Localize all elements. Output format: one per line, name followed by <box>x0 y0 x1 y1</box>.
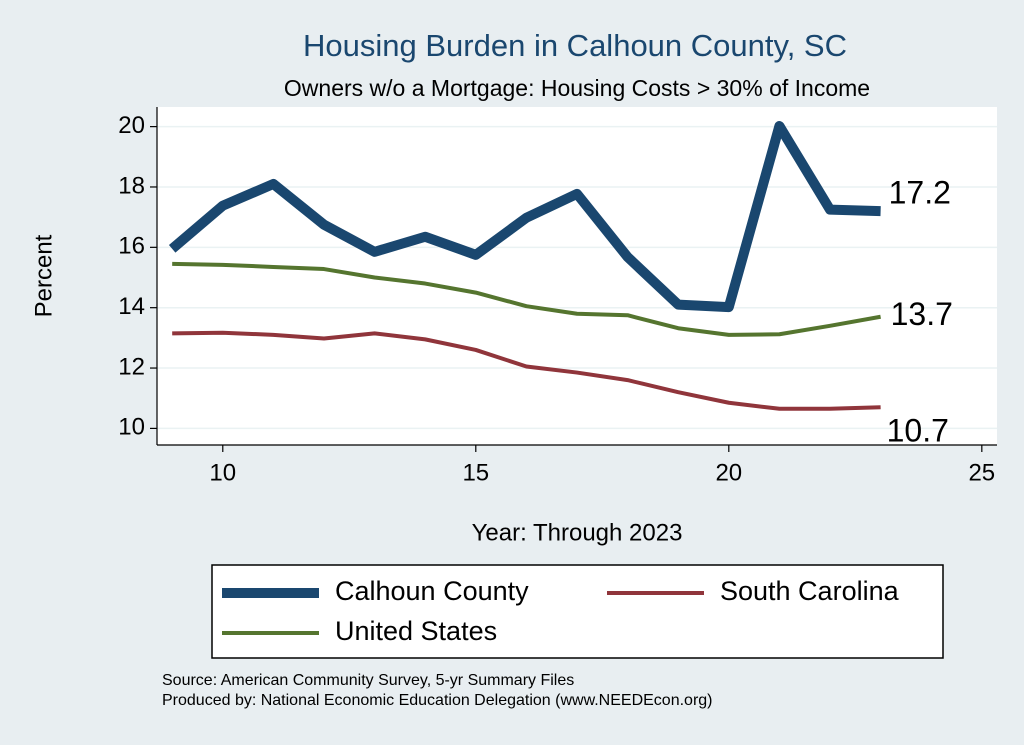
series-line <box>172 261 881 337</box>
chart-title: Housing Burden in Calhoun County, SC <box>303 28 847 63</box>
end-label: 17.2 <box>889 175 951 211</box>
x-tick-label: 15 <box>462 459 489 486</box>
end-label: 10.7 <box>887 413 949 449</box>
legend <box>211 564 944 659</box>
y-tick-label: 16 <box>118 233 145 260</box>
note: Produced by: National Economic Education… <box>162 692 713 709</box>
series-line <box>172 330 881 411</box>
legend-label: South Carolina <box>720 576 900 606</box>
y-tick-label: 12 <box>118 353 145 380</box>
y-tick-label: 20 <box>118 112 145 139</box>
x-axis-title: Year: Through 2023 <box>472 519 683 546</box>
legend-label: Calhoun County <box>335 576 529 606</box>
y-tick-label: 14 <box>118 293 145 320</box>
y-axis-title: Percent <box>30 234 57 317</box>
legend-label: United States <box>335 616 497 646</box>
y-tick-label: 10 <box>118 414 145 441</box>
x-tick-label: 20 <box>715 459 742 486</box>
plot-area <box>157 107 997 445</box>
x-tick-label: 10 <box>209 459 236 486</box>
y-tick-label: 18 <box>118 172 145 199</box>
end-label: 13.7 <box>891 296 953 332</box>
chart-subtitle: Owners w/o a Mortgage: Housing Costs > 3… <box>284 75 870 101</box>
series-line <box>168 121 881 313</box>
note: Source: American Community Survey, 5-yr … <box>162 672 574 689</box>
x-tick-label: 25 <box>968 459 995 486</box>
